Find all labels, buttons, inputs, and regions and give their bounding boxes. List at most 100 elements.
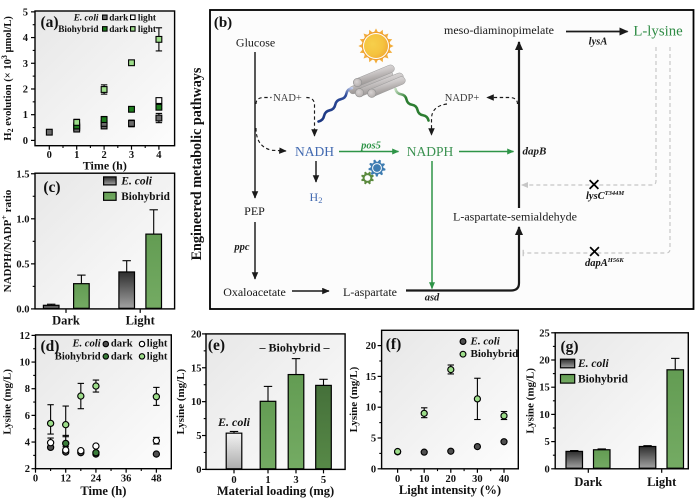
svg-text:2: 2 [101, 150, 106, 161]
svg-text:4: 4 [156, 150, 162, 161]
svg-text:PEP: PEP [244, 204, 265, 218]
svg-text:10: 10 [20, 358, 31, 369]
svg-text:Time (h): Time (h) [80, 484, 126, 498]
svg-text:20: 20 [446, 474, 457, 485]
svg-text:1.5: 1.5 [16, 169, 29, 180]
svg-text:pos5: pos5 [360, 141, 381, 152]
svg-text:Lysine (mg/L): Lysine (mg/L) [525, 368, 537, 434]
svg-text:Glucose: Glucose [236, 36, 275, 50]
svg-text:Light: Light [647, 475, 677, 489]
svg-text:1: 1 [265, 475, 270, 486]
svg-text:dark: dark [109, 25, 129, 35]
svg-text:30: 30 [472, 474, 483, 485]
svg-text:10: 10 [419, 474, 430, 485]
svg-text:dark: dark [111, 339, 133, 350]
svg-text:3: 3 [23, 59, 28, 70]
svg-text:Material loading (mg): Material loading (mg) [217, 484, 334, 498]
svg-text:1: 1 [74, 150, 79, 161]
svg-text:– Biohybrid –: – Biohybrid – [258, 341, 330, 355]
svg-text:3: 3 [129, 150, 134, 161]
svg-text:ppc: ppc [233, 242, 250, 253]
svg-text:L-aspartate: L-aspartate [343, 285, 397, 299]
svg-text:E. coli: E. coli [470, 336, 501, 348]
svg-text:Biohybrid: Biohybrid [121, 191, 170, 203]
svg-text:(c): (c) [43, 179, 60, 196]
svg-text:L-lysine: L-lysine [633, 24, 683, 40]
svg-text:0: 0 [395, 474, 400, 485]
svg-text:(f): (f) [386, 336, 402, 353]
svg-text:0: 0 [23, 136, 28, 147]
svg-text:10: 10 [539, 410, 550, 421]
svg-text:Engineered metabolic pathways: Engineered metabolic pathways [189, 67, 205, 260]
svg-text:Light intensity (%): Light intensity (%) [399, 483, 501, 497]
svg-text:25: 25 [539, 328, 550, 339]
svg-text:(d): (d) [41, 338, 60, 355]
svg-text:0: 0 [196, 465, 201, 476]
svg-text:E. coli: E. coli [120, 175, 152, 187]
svg-text:(e): (e) [208, 337, 225, 354]
svg-text:10: 10 [366, 403, 377, 414]
svg-text:20: 20 [366, 341, 377, 352]
svg-text:NADPH/NADP+ ratio: NADPH/NADP+ ratio [0, 189, 14, 292]
svg-text:dapB: dapB [523, 146, 547, 158]
svg-text:48: 48 [151, 474, 162, 485]
svg-text:light: light [138, 13, 157, 23]
svg-text:3: 3 [293, 475, 298, 486]
svg-text:0: 0 [47, 150, 52, 161]
svg-text:20: 20 [539, 356, 550, 367]
svg-text:E. coli: E. coli [73, 13, 99, 23]
svg-text:light: light [147, 351, 168, 362]
svg-text:Dark: Dark [52, 314, 80, 328]
svg-text:5: 5 [371, 434, 376, 445]
svg-text:Biohybrid: Biohybrid [578, 373, 628, 385]
svg-text:15: 15 [366, 372, 377, 383]
svg-text:20: 20 [191, 329, 202, 340]
svg-text:10: 10 [191, 397, 202, 408]
svg-text:Oxaloacetate: Oxaloacetate [223, 285, 286, 299]
svg-text:L-aspartate-semialdehyde: L-aspartate-semialdehyde [453, 210, 577, 224]
svg-text:12: 12 [60, 474, 71, 485]
svg-text:0: 0 [544, 464, 549, 475]
svg-text:40: 40 [499, 474, 510, 485]
svg-text:2: 2 [23, 84, 28, 95]
svg-text:lysCT344M: lysCT344M [586, 190, 624, 202]
svg-text:24: 24 [91, 474, 102, 485]
svg-text:dark: dark [111, 351, 133, 362]
svg-text:6: 6 [25, 411, 30, 422]
svg-text:E. coli: E. coli [577, 358, 609, 370]
svg-text:Lysine (mg/L): Lysine (mg/L) [175, 368, 187, 434]
svg-text:NADH: NADH [295, 144, 334, 159]
svg-text:Biohybrid: Biohybrid [471, 348, 519, 360]
svg-text:Dark: Dark [574, 475, 602, 489]
svg-text:0.5: 0.5 [16, 259, 29, 270]
svg-text:Lysine (mg/L): Lysine (mg/L) [348, 366, 360, 432]
svg-text:H2 evolution (× 103 µmol/L): H2 evolution (× 103 µmol/L) [0, 16, 15, 141]
svg-text:5: 5 [321, 475, 326, 486]
svg-text:4: 4 [25, 438, 31, 449]
svg-text:Lysine (mg/L): Lysine (mg/L) [2, 369, 14, 435]
svg-text:2: 2 [25, 464, 30, 475]
svg-text:0: 0 [231, 475, 236, 486]
svg-text:light: light [138, 25, 157, 35]
svg-text:12: 12 [20, 331, 31, 342]
svg-text:5: 5 [544, 437, 549, 448]
svg-text:Biohybrid: Biohybrid [58, 25, 99, 35]
svg-text:15: 15 [539, 383, 550, 394]
svg-text:36: 36 [121, 474, 132, 485]
svg-text:Time (h): Time (h) [83, 159, 127, 173]
svg-text:0: 0 [371, 464, 376, 475]
svg-text:light: light [147, 339, 168, 350]
svg-text:4: 4 [23, 33, 29, 44]
svg-text:E. coli: E. coli [71, 339, 100, 350]
svg-text:Biohybrid: Biohybrid [55, 351, 101, 362]
svg-text:5: 5 [196, 431, 201, 442]
svg-text:1.0: 1.0 [16, 214, 29, 225]
svg-text:asd: asd [425, 293, 440, 304]
svg-text:5: 5 [23, 7, 28, 18]
svg-text:15: 15 [191, 363, 202, 374]
svg-text:1: 1 [23, 110, 28, 121]
svg-text:8: 8 [25, 384, 30, 395]
svg-text:meso-diaminopimelate: meso-diaminopimelate [444, 23, 554, 37]
svg-text:(a): (a) [40, 14, 58, 31]
svg-text:NADP+: NADP+ [445, 93, 480, 104]
